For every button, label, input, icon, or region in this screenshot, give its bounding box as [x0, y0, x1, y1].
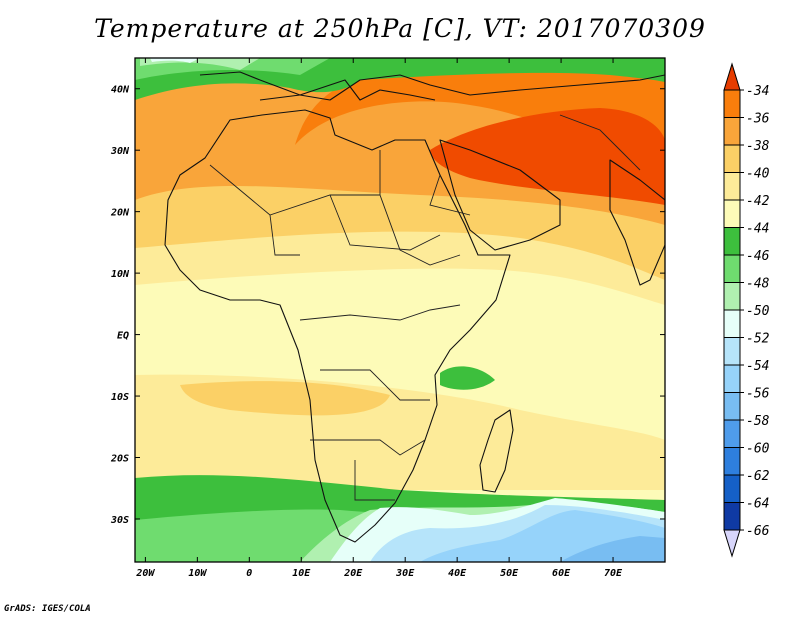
- colorbar-label: -34: [746, 84, 769, 99]
- arabia-coastline: [439, 139, 561, 251]
- border-line-4: [299, 304, 461, 321]
- colorbar-label: -56: [746, 387, 770, 402]
- colorbar-segment: [723, 392, 741, 421]
- lat-tick-label: 10N: [111, 269, 130, 280]
- lat-tick-label: 20N: [110, 208, 130, 219]
- colorbar-segment: [723, 419, 741, 448]
- colorbar-segment: [723, 117, 741, 146]
- colorbar-label: -42: [746, 194, 770, 209]
- colorbar-label: -48: [746, 277, 770, 292]
- colorbar-label: -58: [746, 414, 770, 429]
- colorbar-label: -54: [746, 359, 769, 374]
- patch-minus46-madagascar: [440, 366, 495, 390]
- colorbar-label: -44: [746, 222, 769, 237]
- lon-tick-label: 10W: [188, 568, 207, 579]
- patch-minus40-south: [180, 381, 390, 416]
- mediterranean-north-shore: [259, 79, 436, 101]
- lat-tick-label: 40N: [111, 85, 130, 96]
- colorbar-label: -50: [746, 304, 770, 319]
- border-line-9: [429, 174, 471, 216]
- lat-tick-label: EQ: [117, 331, 129, 342]
- band-minus58-south: [560, 536, 665, 562]
- border-line-2: [329, 194, 441, 251]
- colorbar-segment: [723, 282, 741, 311]
- grads-credit: GrADS: IGES/COLA: [4, 604, 91, 614]
- lon-tick-label: 0: [246, 568, 252, 579]
- colorbar-segment: [723, 309, 741, 338]
- colorbar-segment: [723, 337, 741, 366]
- europe-coastline: [199, 71, 665, 101]
- colorbar-segment: [723, 89, 741, 118]
- latitude-ticks: 40N 30N 20N 10N EQ 10S 20S 30S: [110, 85, 665, 526]
- colorbar-bottom-arrow: [723, 529, 741, 558]
- colorbar-label: -62: [746, 469, 770, 484]
- colorbar-segment: [723, 199, 741, 228]
- map-title: Temperature at 250hPa [C], VT: 201707030…: [94, 14, 706, 43]
- band-minus50-north: [140, 58, 260, 70]
- colorbar-segment: [723, 447, 741, 476]
- border-line-3: [269, 214, 300, 256]
- colorbar-label: -60: [746, 442, 770, 457]
- colorbar: -34 -36 -38 -40 -42 -44 -46 -48 -50 -52 -54 -56 -58 -…: [723, 62, 770, 558]
- border-line-8: [379, 194, 461, 266]
- lon-tick-label: 20E: [343, 568, 363, 579]
- colorbar-top-arrow: [723, 62, 741, 91]
- border-line-10: [559, 114, 641, 171]
- band-minus48-north: [135, 58, 330, 80]
- lat-tick-label: 30S: [110, 515, 129, 526]
- colorbar-segment: [723, 227, 741, 256]
- madagascar-coastline: [479, 409, 514, 493]
- colorbar-label: -52: [746, 332, 770, 347]
- patch-minus34: [430, 108, 665, 205]
- lon-tick-label: 50E: [500, 568, 519, 579]
- colorbar-label: -46: [746, 249, 770, 264]
- india-coastline: [609, 159, 665, 286]
- lon-tick-label: 20W: [135, 568, 155, 579]
- lon-tick-label: 10E: [292, 568, 311, 579]
- lon-tick-label: 30E: [395, 568, 415, 579]
- lon-tick-label: 60E: [552, 568, 571, 579]
- colorbar-segment: [723, 364, 741, 393]
- lon-tick-label: 70E: [604, 568, 623, 579]
- colorbar-label: -40: [746, 167, 770, 182]
- map-frame: [134, 57, 666, 563]
- colorbar-label: -64: [746, 497, 769, 512]
- temperature-field: [135, 58, 665, 562]
- colorbar-segment: [723, 254, 741, 283]
- border-line-7: [354, 460, 395, 501]
- colorbar-segment: [723, 474, 741, 503]
- lat-tick-label: 20S: [110, 454, 129, 465]
- lon-tick-label: 40E: [448, 568, 467, 579]
- lat-tick-label: 30N: [110, 146, 130, 157]
- colorbar-segment: [723, 144, 741, 173]
- border-line-6: [310, 439, 426, 456]
- colorbar-segment: [723, 502, 741, 531]
- band-minus52-north: [150, 58, 200, 63]
- border-line-5: [320, 369, 430, 401]
- patch-minus36: [295, 70, 665, 180]
- colorbar-label: -66: [746, 524, 770, 539]
- colorbar-label: -36: [746, 112, 770, 127]
- longitude-ticks: 20W 10W 0 10E 20E 30E 40E 50E 60E 70E: [135, 58, 623, 579]
- colorbar-segment: [723, 172, 741, 201]
- lat-tick-label: 10S: [111, 392, 129, 403]
- country-borders: [209, 114, 641, 501]
- colorbar-label: -38: [746, 139, 770, 154]
